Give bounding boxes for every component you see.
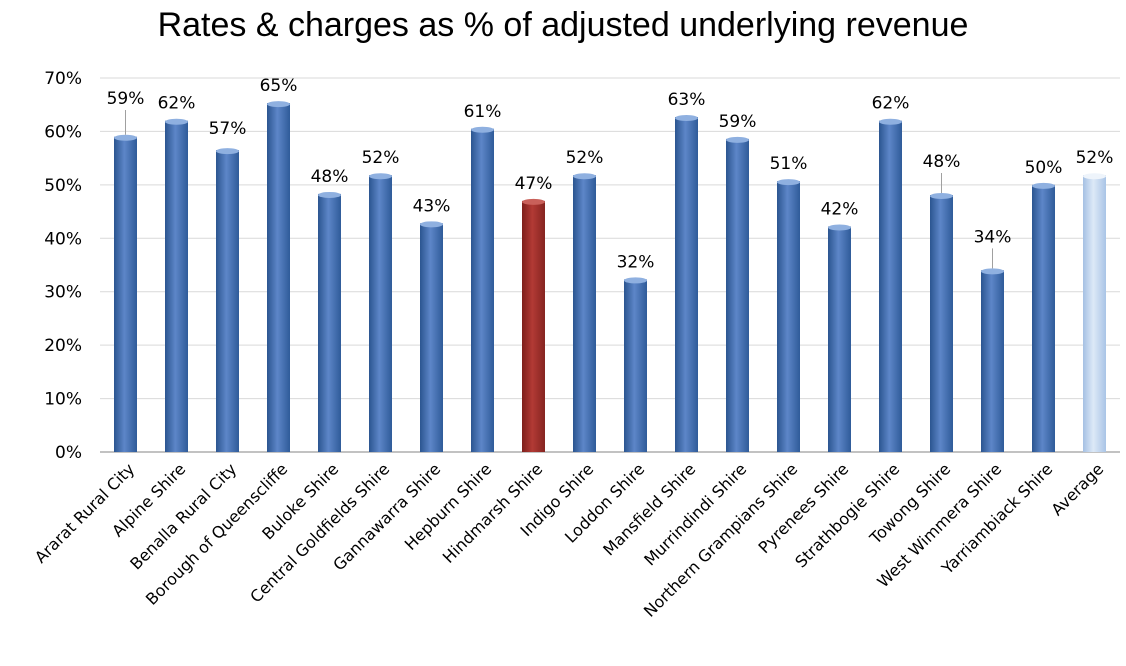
y-tick-label: 30% <box>44 283 82 303</box>
bar <box>777 181 800 453</box>
data-label: 48% <box>923 152 961 172</box>
bar-cap <box>471 126 494 133</box>
y-tick-label: 20% <box>44 336 82 356</box>
bar <box>675 117 698 452</box>
bar <box>318 193 341 452</box>
y-tick-label: 10% <box>44 390 82 410</box>
category-label: Hepburn Shire <box>401 459 496 554</box>
y-tick-label: 70% <box>44 69 82 89</box>
bar-cap <box>1083 173 1106 180</box>
bar <box>1032 184 1055 452</box>
data-label: 50% <box>1025 158 1063 178</box>
bar <box>726 138 749 452</box>
data-label: 52% <box>362 148 400 168</box>
bars <box>114 101 1106 453</box>
bar-cap <box>318 191 341 198</box>
bar-cap <box>675 115 698 122</box>
bar <box>522 200 545 452</box>
data-label: 59% <box>719 112 757 132</box>
bar <box>573 175 596 453</box>
bar <box>879 120 902 452</box>
bar <box>216 150 239 452</box>
axes: 0% 10% 20% 30% 40% 50% 60% 70% <box>44 69 1120 463</box>
bar <box>1083 175 1106 453</box>
data-label: 63% <box>668 90 706 110</box>
bar-cap <box>216 148 239 155</box>
y-tick-label: 40% <box>44 229 82 249</box>
bar <box>165 120 188 452</box>
data-label: 61% <box>464 102 502 122</box>
category-label: Mansfield Shire <box>599 459 699 559</box>
bar <box>114 136 137 452</box>
bar-cap <box>165 118 188 125</box>
bar-cap <box>930 193 953 200</box>
chart-title: Rates & charges as % of adjusted underly… <box>157 6 969 44</box>
data-label: 51% <box>770 154 808 174</box>
bar-cap <box>777 179 800 186</box>
data-label: 52% <box>566 148 604 168</box>
data-label: 52% <box>1076 148 1114 168</box>
bar-cap <box>981 268 1004 275</box>
bar-cap <box>267 101 290 108</box>
data-label: 48% <box>311 167 349 187</box>
bar <box>267 103 290 453</box>
data-label: 42% <box>821 200 859 220</box>
bar <box>981 270 1004 452</box>
bar-cap <box>828 224 851 231</box>
y-tick-label: 50% <box>44 176 82 196</box>
data-label: 62% <box>872 94 910 114</box>
data-label: 57% <box>209 119 247 139</box>
bar-cap <box>369 173 392 180</box>
data-label: 43% <box>413 196 451 216</box>
bar <box>930 195 953 452</box>
bar-cap <box>522 198 545 205</box>
data-label: 59% <box>107 89 145 109</box>
data-label: 47% <box>515 174 553 194</box>
bar-cap <box>879 118 902 125</box>
bar-cap <box>573 173 596 180</box>
bar-cap <box>420 221 443 228</box>
bar-cap <box>114 134 137 141</box>
gridlines <box>100 77 1120 400</box>
bar-cap <box>726 136 749 143</box>
data-label: 62% <box>158 94 196 114</box>
data-label: 65% <box>260 76 298 96</box>
category-label: Pyrenees Shire <box>755 459 853 557</box>
bar <box>828 226 851 452</box>
bar <box>369 175 392 453</box>
data-label: 32% <box>617 252 655 272</box>
bar-cap <box>1032 182 1055 189</box>
bar <box>420 223 443 452</box>
bar <box>624 279 647 452</box>
bar-cap <box>624 277 647 284</box>
y-tick-label: 0% <box>55 443 82 463</box>
y-tick-label: 60% <box>44 122 82 142</box>
data-label: 34% <box>974 227 1012 247</box>
category-label: Average <box>1047 459 1107 519</box>
data-labels: 59% 62% 57% 65% 48% 52% 43% 61% 47% 52% 32% 63% 59% 5… <box>107 76 1114 272</box>
bar <box>471 128 494 452</box>
